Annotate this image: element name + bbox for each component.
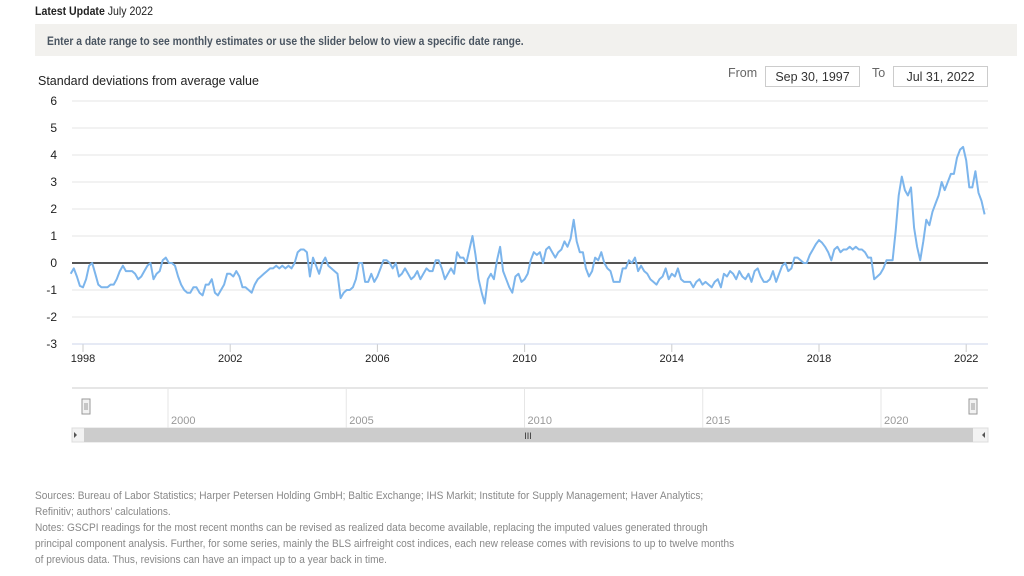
- y-tick-label: 5: [50, 121, 57, 135]
- navigator-left-handle[interactable]: [81, 398, 91, 415]
- from-date-input[interactable]: Sep 30, 1997: [765, 66, 860, 87]
- scroll-right-arrow-icon[interactable]: [982, 432, 985, 438]
- navigator-label: 2015: [706, 415, 730, 427]
- latest-update-label: Latest Update: [35, 4, 105, 18]
- scroll-left-arrow-icon[interactable]: [74, 432, 77, 438]
- latest-update-value: July 2022: [107, 4, 153, 18]
- instructions-text: Enter a date range to see monthly estima…: [47, 34, 524, 48]
- x-tick-label: 2006: [365, 353, 389, 365]
- y-tick-label: -3: [46, 337, 57, 351]
- x-tick-label: 2022: [954, 353, 978, 365]
- sources-note: Sources: Bureau of Labor Statistics; Har…: [35, 490, 704, 518]
- navigator-label: 2000: [171, 415, 195, 427]
- notes-text: Notes: GSCPI readings for the most recen…: [35, 522, 735, 566]
- y-tick-label: 3: [50, 175, 57, 189]
- navigator-label: 2005: [349, 415, 373, 427]
- y-axis-title: Standard deviations from average value: [38, 74, 259, 88]
- to-date-input[interactable]: Jul 31, 2022: [893, 66, 988, 87]
- latest-update: Latest Update July 2022: [35, 4, 153, 18]
- scrollbar-grip[interactable]: III: [524, 431, 532, 441]
- gscpi-chart: 6 5 4 3 2 1 0 -1 -2 -3 1998 2002 2006 2010 2014 2018 202…: [46, 94, 989, 443]
- instructions-banner: Enter a date range to see monthly estima…: [35, 24, 1017, 56]
- x-tick-label: 2002: [218, 353, 242, 365]
- navigator[interactable]: 2000 2005 2010 2015 2020 III: [71, 387, 989, 443]
- scrollbar-thumb[interactable]: [84, 428, 973, 442]
- y-tick-label: 0: [50, 256, 57, 270]
- navigator-label: 2020: [884, 415, 908, 427]
- x-tick-label: 2018: [807, 353, 831, 365]
- y-tick-label: -1: [46, 283, 57, 297]
- y-tick-label: 6: [50, 94, 57, 108]
- y-tick-label: -2: [46, 310, 57, 324]
- to-label: To: [872, 66, 886, 80]
- x-tick-label: 1998: [71, 353, 95, 365]
- y-tick-label: 2: [50, 202, 57, 216]
- gscpi-series-line: [69, 145, 986, 305]
- navigator-label: 2010: [528, 415, 552, 427]
- navigator-right-handle[interactable]: [968, 398, 978, 415]
- footnotes: Sources: Bureau of Labor Statistics; Har…: [35, 488, 734, 568]
- y-tick-label: 1: [50, 229, 57, 243]
- x-tick-label: 2014: [660, 353, 684, 365]
- from-label: From: [728, 66, 758, 80]
- x-tick-label: 2010: [512, 353, 536, 365]
- y-tick-label: 4: [50, 148, 57, 162]
